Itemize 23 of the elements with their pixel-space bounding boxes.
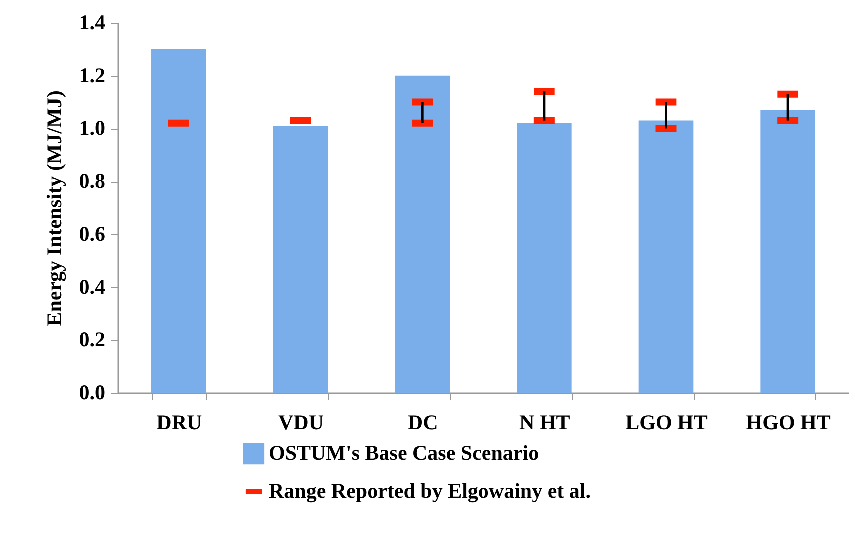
x-tick-label: LGO HT (626, 410, 708, 434)
x-tick-label: HGO HT (746, 410, 831, 434)
y-tick-label: 0.8 (79, 169, 106, 194)
x-tick-label: N HT (520, 410, 570, 434)
x-tick-label: VDU (278, 410, 324, 434)
bar (152, 49, 206, 393)
y-axis-title: Energy Intensity (MJ/MJ) (42, 90, 66, 326)
x-tick-label: DC (408, 410, 438, 434)
bar (638, 120, 694, 393)
y-tick-label: 1.0 (79, 116, 106, 140)
x-tick-label: DRU (156, 410, 202, 434)
bar (517, 123, 572, 393)
bar (760, 110, 816, 393)
y-tick-label: 0.0 (79, 380, 106, 404)
y-tick-label: 0.6 (79, 222, 106, 246)
y-tick-label: 0.4 (79, 274, 106, 299)
y-tick-label: 1.2 (79, 63, 106, 88)
bar (395, 76, 450, 393)
bar (273, 126, 328, 393)
legend-label: OSTUM's Base Case Scenario (269, 441, 540, 465)
y-tick-label: 1.4 (79, 10, 106, 34)
legend-label: Range Reported by Elgowainy et al. (269, 479, 591, 503)
y-tick-label: 0.2 (79, 328, 106, 352)
